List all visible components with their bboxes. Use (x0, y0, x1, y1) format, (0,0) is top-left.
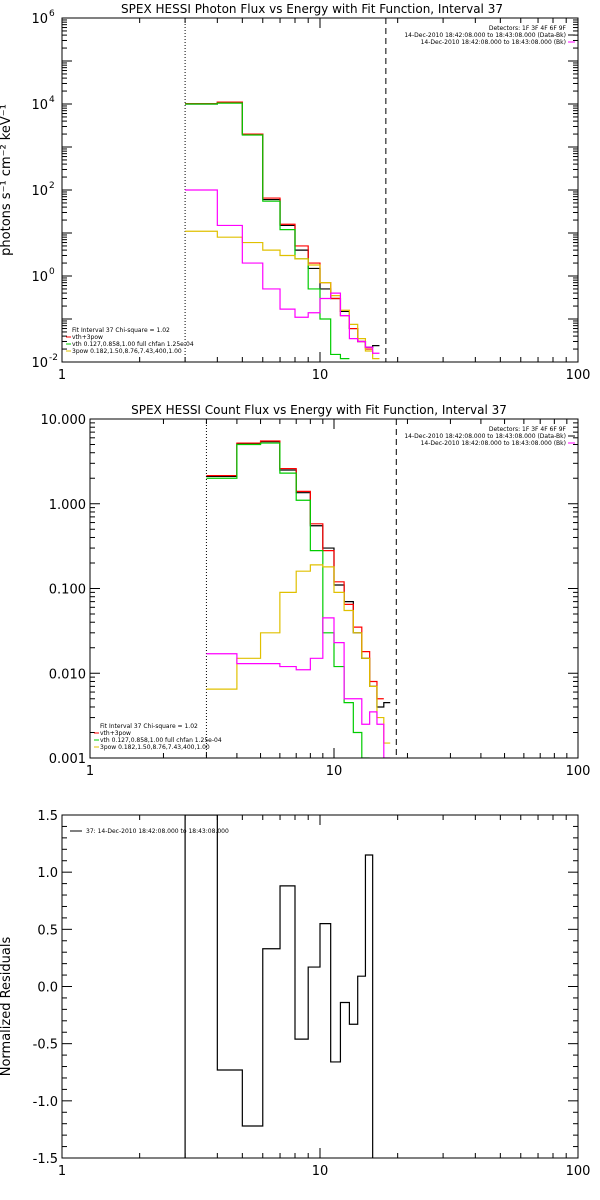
chart-panel-1: SPEX HESSI Photon Flux vs Energy with Fi… (0, 2, 590, 383)
y-tick-label: 0.100 (49, 583, 86, 598)
legend-entry: 3pow 0.182,1.50,8.76,7.43,400,1.00 (100, 744, 210, 751)
y-tick-label: 10 (31, 184, 48, 199)
series-group (206, 440, 391, 758)
legend-entry: vth+3pow (72, 334, 103, 341)
series-line-1 (206, 441, 391, 708)
series-group (184, 815, 374, 1158)
y-tick-label: -1.0 (33, 1095, 58, 1110)
legend-entry: 3pow 0.182,1.50,8.76,7.43,400,1.00 (72, 348, 182, 355)
y-tick-label: 0.001 (49, 752, 86, 767)
series-line-2 (185, 101, 373, 350)
series-line-4 (185, 230, 380, 360)
legend-entry: vth 0.127,0.858,1.00 full chfan 1.25e-04 (100, 737, 222, 744)
y-tick-label: 10 (31, 98, 48, 113)
series-line-1 (184, 815, 374, 1158)
y-tick-label: -0.5 (33, 1038, 58, 1053)
y-tick-label: 0.010 (49, 667, 86, 682)
legend-entry: Fit Interval 37 Chi-square = 1.02 (100, 723, 198, 730)
legend-entry: 14-Dec-2010 18:42:08.000 to 18:43:08.000… (421, 39, 566, 46)
chart-title: SPEX HESSI Photon Flux vs Energy with Fi… (121, 2, 503, 16)
chart-panel-2: SPEX HESSI Count Flux vs Energy with Fit… (41, 403, 591, 779)
legend-entry: 14-Dec-2010 18:42:08.000 to 18:43:08.000… (404, 32, 566, 39)
y-tick-exponent: 2 (49, 181, 55, 191)
series-group (185, 101, 380, 360)
x-tick-label: 10 (326, 764, 343, 779)
legend-entry: Detectors: 1F 3F 4F 6F 9F (489, 426, 567, 433)
y-tick-exponent: -2 (49, 353, 58, 363)
y-tick-exponent: 0 (49, 267, 55, 277)
y-tick-label: 10 (31, 12, 48, 27)
x-tick-label: 1 (58, 1164, 66, 1179)
series-line-3 (185, 102, 350, 360)
series-line-5 (206, 617, 391, 758)
x-tick-label: 1 (58, 368, 66, 383)
chart-title: SPEX HESSI Count Flux vs Energy with Fit… (131, 403, 507, 417)
legend-entry: Fit Interval 37 Chi-square = 1.02 (72, 327, 170, 334)
y-tick-exponent: 6 (49, 9, 55, 19)
series-line-3 (206, 442, 370, 758)
y-tick-label: 10 (31, 356, 48, 371)
legend-entry: vth+3pow (100, 730, 131, 737)
y-tick-label: 10.000 (41, 413, 87, 428)
legend-entry: 14-Dec-2010 18:42:08.000 to 18:43:08.000… (421, 440, 566, 447)
x-tick-label: 10 (312, 368, 329, 383)
series-line-2 (206, 440, 384, 700)
x-tick-label: 100 (566, 1164, 591, 1179)
y-tick-label: 1.5 (37, 809, 58, 824)
legend-entry: Detectors: 1F 3F 4F 6F 9F (489, 25, 567, 32)
series-line-5 (185, 189, 380, 354)
y-tick-exponent: 4 (49, 95, 55, 105)
x-tick-label: 100 (566, 764, 591, 779)
y-tick-label: 1.0 (37, 866, 58, 881)
y-tick-label: 1.000 (49, 498, 86, 513)
series-line-4 (206, 564, 391, 744)
x-tick-label: 1 (86, 764, 94, 779)
legend-entry: vth 0.127,0.858,1.00 full chfan 1.25e-04 (72, 341, 194, 348)
x-tick-label: 100 (566, 368, 591, 383)
plot-frame (61, 814, 579, 1159)
y-tick-label: -1.5 (33, 1152, 58, 1167)
chart-panel-3: Normalized Residuals 1 10 100 1.5 1.0 0.5 0.0 -0… (0, 809, 590, 1179)
y-tick-label: 0.0 (37, 981, 58, 996)
legend-entry: 14-Dec-2010 18:42:08.000 to 18:43:08.000… (404, 433, 566, 440)
y-tick-label: 0.5 (37, 923, 58, 938)
x-tick-label: 10 (312, 1164, 329, 1179)
y-axis-label: photons s⁻¹ cm⁻² keV⁻¹ (0, 104, 14, 256)
y-tick-label: 10 (31, 270, 48, 285)
y-axis-label: Normalized Residuals (0, 937, 14, 1077)
legend-entry: 37: 14-Dec-2010 18:42:08.000 to 18:43:08… (86, 828, 229, 835)
